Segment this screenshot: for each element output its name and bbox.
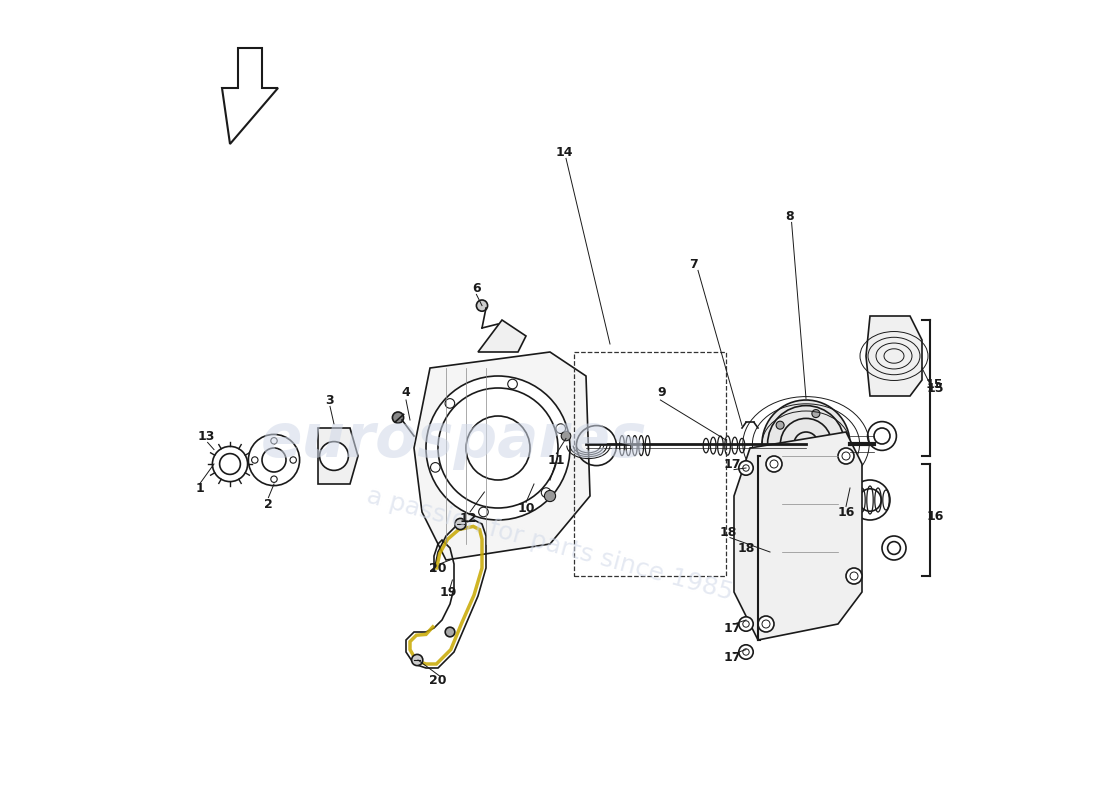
Circle shape — [411, 654, 422, 666]
Text: 17: 17 — [724, 651, 741, 664]
Text: 17: 17 — [724, 458, 741, 470]
Circle shape — [476, 300, 487, 311]
Circle shape — [758, 616, 774, 632]
Circle shape — [393, 412, 404, 423]
Polygon shape — [478, 320, 526, 352]
Polygon shape — [414, 352, 590, 560]
Text: 18: 18 — [719, 526, 737, 538]
Text: 4: 4 — [402, 386, 410, 398]
Circle shape — [454, 518, 466, 530]
Text: eurospares: eurospares — [261, 410, 647, 470]
Text: 1: 1 — [195, 482, 204, 494]
Circle shape — [846, 568, 862, 584]
Text: 12: 12 — [460, 512, 477, 525]
Text: 18: 18 — [737, 542, 755, 554]
Text: 9: 9 — [658, 386, 667, 398]
Text: 20: 20 — [429, 674, 447, 686]
Text: a passion for parts since 1985: a passion for parts since 1985 — [364, 483, 736, 605]
Text: 19: 19 — [440, 586, 458, 598]
Circle shape — [812, 410, 820, 418]
Circle shape — [739, 617, 754, 631]
Text: 17: 17 — [724, 622, 741, 634]
Text: 7: 7 — [690, 258, 698, 270]
Polygon shape — [318, 428, 358, 484]
Text: 15: 15 — [927, 382, 944, 394]
Text: 11: 11 — [548, 454, 565, 466]
Circle shape — [561, 431, 571, 441]
Circle shape — [762, 400, 850, 488]
Text: 10: 10 — [517, 502, 535, 514]
Text: 20: 20 — [429, 562, 447, 574]
Circle shape — [446, 627, 454, 637]
Text: 16: 16 — [927, 510, 944, 522]
Polygon shape — [866, 316, 922, 396]
Circle shape — [739, 645, 754, 659]
Polygon shape — [222, 48, 278, 144]
Text: 6: 6 — [472, 282, 481, 294]
Text: 13: 13 — [197, 430, 215, 442]
Text: 3: 3 — [326, 394, 334, 406]
Circle shape — [544, 490, 556, 502]
Circle shape — [777, 421, 784, 429]
Text: 8: 8 — [785, 210, 794, 222]
Circle shape — [739, 461, 754, 475]
Text: 15: 15 — [925, 378, 943, 390]
Text: 16: 16 — [837, 506, 855, 518]
Circle shape — [777, 459, 784, 467]
Text: 14: 14 — [556, 146, 573, 158]
Circle shape — [812, 470, 820, 478]
Circle shape — [426, 376, 570, 520]
Circle shape — [320, 442, 349, 470]
Polygon shape — [734, 432, 862, 640]
Circle shape — [766, 456, 782, 472]
Circle shape — [838, 448, 854, 464]
Text: 2: 2 — [264, 498, 273, 510]
Circle shape — [834, 440, 842, 448]
